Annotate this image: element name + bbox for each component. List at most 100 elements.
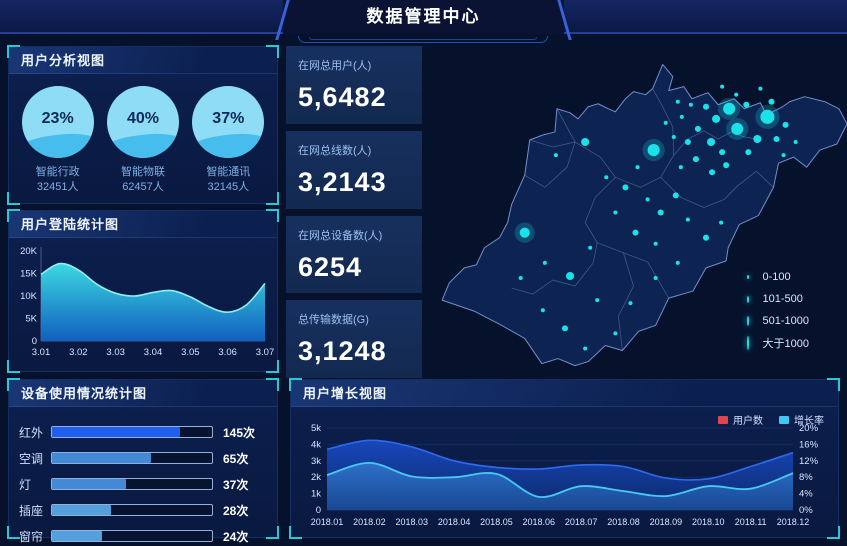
legend-item-growth-rate[interactable]: 增长率 bbox=[779, 412, 824, 427]
panel-user-growth: 用户增长视图 用户数 增长率 0 0% 1k 4% 2k 8% 3k 12% 4k 16% 5k 20%… bbox=[289, 378, 840, 539]
stat-card-value: 3,1248 bbox=[298, 336, 387, 367]
map-legend-label: 501-1000 bbox=[762, 315, 810, 327]
device-bar-track bbox=[51, 452, 213, 464]
growth-chart-svg: 0 0% 1k 4% 2k 8% 3k 12% 4k 16% 5k 20% 2018.01 2018.02… bbox=[311, 423, 819, 527]
device-bar-row: 插座 28次 bbox=[19, 497, 265, 523]
device-bar-fill bbox=[52, 531, 102, 541]
device-bar-fill bbox=[52, 427, 180, 437]
region-bubble-map: 0-100 101-500 501-1000 大于1000 bbox=[424, 44, 847, 376]
legend-label: 增长率 bbox=[794, 416, 824, 427]
gauge-item: 40% 智能物联 62457人 bbox=[100, 82, 185, 195]
stat-card: 在网总用户(人) 5,6482 bbox=[286, 46, 422, 124]
svg-text:2018.06: 2018.06 bbox=[523, 517, 556, 527]
device-bar-fill bbox=[52, 479, 126, 489]
growth-chart-legend: 用户数 增长率 bbox=[718, 412, 824, 427]
map-legend-dot-box bbox=[746, 316, 763, 326]
gauge-label: 智能物联 bbox=[120, 166, 165, 178]
stat-card-label: 在网总设备数(人) bbox=[298, 229, 383, 242]
login-chart-svg: 0 5K 10K 15K 20K 3.01 3.02 3.03 3.04 3.05 3.06 3.07 bbox=[20, 246, 275, 358]
gauge-item: 37% 智能通讯 32145人 bbox=[186, 82, 271, 195]
svg-text:8%: 8% bbox=[799, 472, 813, 483]
svg-text:4k: 4k bbox=[311, 439, 321, 450]
stat-card-label: 在网总用户(人) bbox=[298, 60, 372, 72]
stat-card: 在网总线数(人) 3,2143 bbox=[286, 130, 422, 209]
svg-text:2018.11: 2018.11 bbox=[735, 517, 767, 527]
map-legend-dot-icon bbox=[746, 295, 749, 303]
header-decoration bbox=[298, 36, 548, 43]
svg-text:5K: 5K bbox=[25, 314, 37, 325]
svg-text:3.06: 3.06 bbox=[218, 347, 237, 358]
map-legend-dot-box bbox=[746, 275, 763, 279]
device-bar-value: 145次 bbox=[223, 425, 256, 440]
panel-title-login-stats: 用户登陆统计图 bbox=[9, 211, 277, 238]
map-legend-label: 0-100 bbox=[762, 271, 791, 283]
map-legend: 0-100 101-500 501-1000 大于1000 bbox=[746, 266, 810, 354]
growth-area-chart: 0 0% 1k 4% 2k 8% 3k 12% 4k 16% 5k 20% 2018.01 2018.02… bbox=[293, 422, 838, 536]
stat-card-label: 在网总线数(人) bbox=[298, 144, 372, 157]
map-legend-label: 大于1000 bbox=[762, 338, 809, 350]
panel-device-usage: 设备使用情况统计图 红外 145次 空调 65次灯 37次 插座 28次 窗帘 24次 bbox=[7, 378, 279, 544]
device-bar-value: 37次 bbox=[223, 477, 249, 492]
gauge-count: 32451人 bbox=[36, 181, 79, 193]
svg-text:2k: 2k bbox=[311, 472, 321, 483]
map-legend-dot-box bbox=[746, 336, 763, 350]
device-bar-value: 65次 bbox=[223, 451, 249, 466]
map-legend-item: 0-100 bbox=[746, 266, 810, 288]
device-bar-track bbox=[51, 530, 213, 542]
svg-text:16%: 16% bbox=[799, 439, 819, 450]
gauge-count: 32145人 bbox=[207, 181, 250, 193]
map-svg bbox=[441, 63, 847, 367]
svg-text:2018.12: 2018.12 bbox=[777, 517, 810, 527]
gauge-group: 23% 智能行政 32451人 40% 智能物联 62457人 37% 智能通讯 32145人 bbox=[9, 74, 277, 195]
svg-text:20%: 20% bbox=[799, 423, 819, 434]
header-title-plate: 数据管理中心 bbox=[275, 0, 572, 40]
stat-card: 在网总设备数(人) 6254 bbox=[286, 215, 422, 294]
device-bar-track bbox=[51, 478, 213, 490]
stat-card: 总传输数据(G) 3,1248 bbox=[286, 300, 422, 378]
device-bar-fill bbox=[52, 453, 152, 463]
legend-swatch-icon bbox=[718, 415, 728, 424]
stat-card-value: 6254 bbox=[298, 251, 363, 282]
device-bar-label: 红外 bbox=[19, 425, 44, 440]
gauge-percent: 40% bbox=[126, 110, 159, 127]
svg-text:2018.08: 2018.08 bbox=[607, 517, 640, 527]
panel-title-user-growth: 用户增长视图 bbox=[291, 380, 838, 407]
gauge-item: 23% 智能行政 32451人 bbox=[15, 82, 100, 195]
device-bar-label: 空调 bbox=[19, 451, 44, 466]
stat-card-value: 5,6482 bbox=[298, 82, 387, 112]
svg-text:3.07: 3.07 bbox=[256, 347, 275, 358]
svg-text:2018.03: 2018.03 bbox=[395, 517, 428, 527]
map-legend-dot-icon bbox=[746, 336, 749, 350]
svg-text:2018.01: 2018.01 bbox=[311, 517, 344, 527]
svg-text:2018.10: 2018.10 bbox=[692, 517, 725, 527]
svg-text:2018.04: 2018.04 bbox=[438, 517, 471, 527]
stat-card-column: 在网总用户(人) 5,6482 在网总线数(人) 3,2143 在网总设备数(人) 625… bbox=[286, 46, 422, 378]
svg-text:3.01: 3.01 bbox=[32, 347, 51, 358]
gauge-count: 62457人 bbox=[122, 181, 164, 193]
svg-text:2018.09: 2018.09 bbox=[650, 517, 683, 527]
svg-text:2018.07: 2018.07 bbox=[565, 517, 598, 527]
device-bar-row: 灯 37次 bbox=[19, 471, 265, 497]
liquid-gauge-circle: 23% bbox=[21, 86, 94, 158]
map-legend-item: 101-500 bbox=[746, 288, 810, 310]
svg-text:3.04: 3.04 bbox=[144, 347, 163, 358]
map-legend-dot-box bbox=[746, 295, 763, 303]
svg-text:2018.02: 2018.02 bbox=[353, 517, 386, 527]
svg-text:15K: 15K bbox=[20, 269, 38, 280]
panel-title-device-usage: 设备使用情况统计图 bbox=[9, 380, 277, 407]
legend-label: 用户数 bbox=[733, 416, 763, 427]
stat-card-value: 3,2143 bbox=[298, 166, 387, 197]
svg-text:12%: 12% bbox=[799, 456, 819, 467]
svg-text:10K: 10K bbox=[20, 291, 38, 302]
map-legend-dot-icon bbox=[746, 316, 749, 326]
svg-text:5k: 5k bbox=[311, 423, 321, 434]
map-legend-item: 501-1000 bbox=[746, 310, 810, 332]
svg-text:3.03: 3.03 bbox=[106, 347, 125, 358]
device-bar-track bbox=[51, 504, 213, 516]
svg-text:2018.05: 2018.05 bbox=[480, 517, 513, 527]
legend-item-users[interactable]: 用户数 bbox=[718, 412, 763, 427]
device-bar-value: 28次 bbox=[223, 503, 249, 518]
svg-text:20K: 20K bbox=[20, 246, 38, 257]
gauge-percent: 37% bbox=[212, 110, 245, 127]
